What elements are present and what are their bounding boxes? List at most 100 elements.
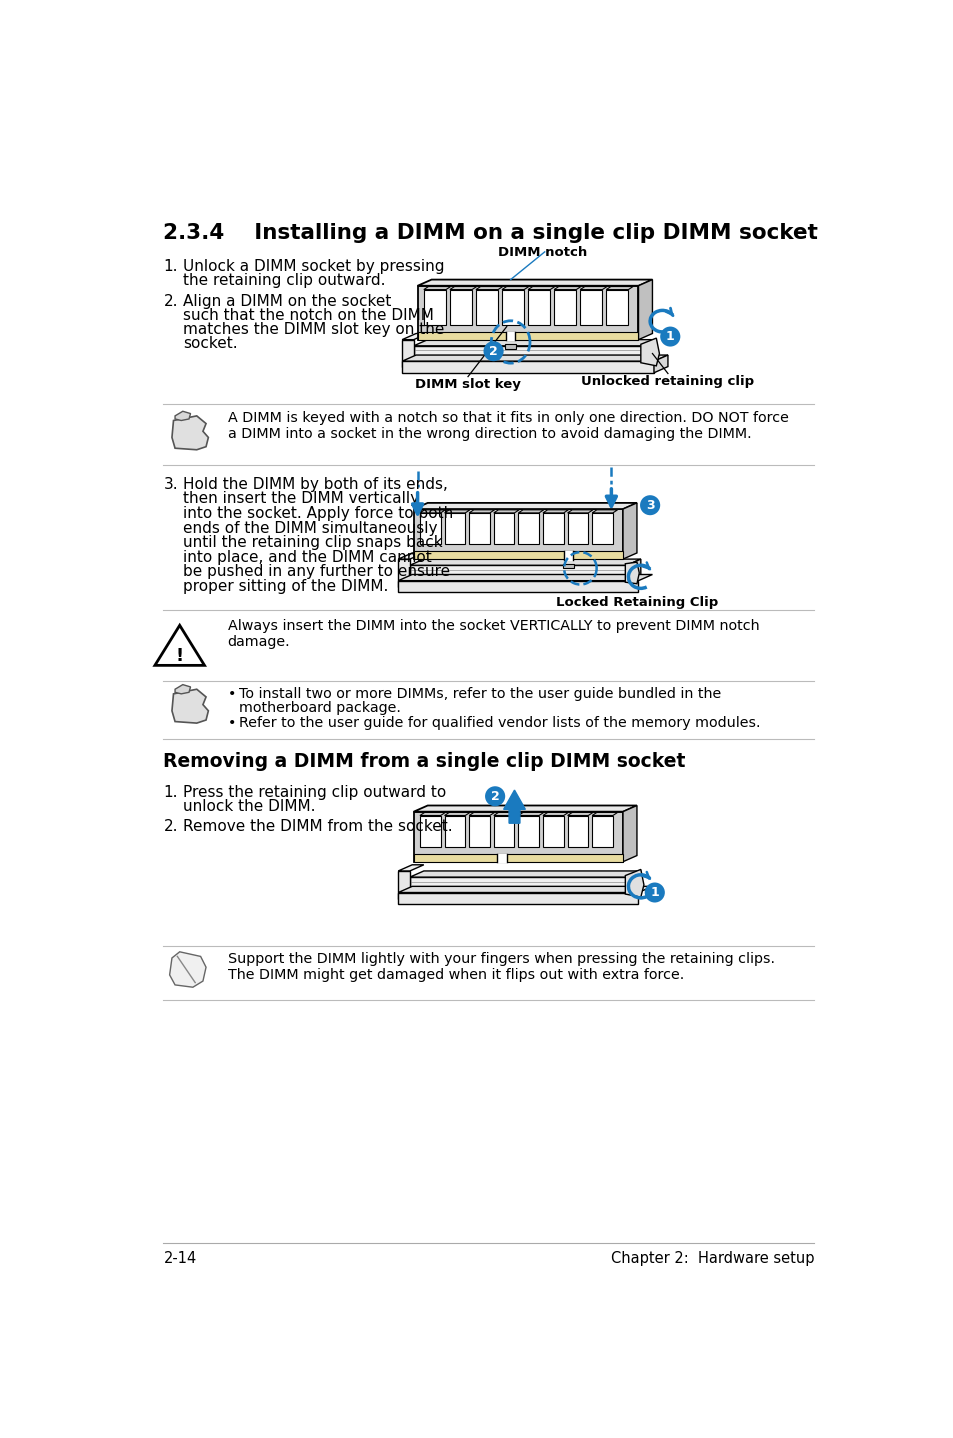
- Polygon shape: [497, 854, 506, 863]
- Text: To install two or more DIMMs, refer to the user guide bundled in the: To install two or more DIMMs, refer to t…: [239, 687, 720, 700]
- Polygon shape: [469, 812, 494, 815]
- Polygon shape: [542, 510, 568, 513]
- Text: 2.: 2.: [163, 295, 178, 309]
- Polygon shape: [579, 286, 606, 289]
- Polygon shape: [397, 871, 410, 899]
- Polygon shape: [641, 339, 656, 361]
- Text: 3: 3: [645, 499, 654, 512]
- Polygon shape: [517, 812, 543, 815]
- Text: 2: 2: [490, 789, 499, 802]
- Polygon shape: [419, 812, 445, 815]
- Polygon shape: [417, 286, 638, 339]
- Polygon shape: [654, 355, 667, 372]
- Text: 2: 2: [489, 345, 497, 358]
- Polygon shape: [397, 575, 652, 581]
- Polygon shape: [542, 513, 563, 545]
- Text: •: •: [228, 687, 236, 700]
- Text: until the retaining clip snaps back: until the retaining clip snaps back: [183, 535, 442, 551]
- Text: Align a DIMM on the socket: Align a DIMM on the socket: [183, 295, 391, 309]
- Text: Refer to the user guide for qualified vendor lists of the memory modules.: Refer to the user guide for qualified ve…: [239, 716, 760, 731]
- Polygon shape: [469, 815, 490, 847]
- Text: A DIMM is keyed with a notch so that it fits in only one direction. DO NOT force: A DIMM is keyed with a notch so that it …: [228, 411, 788, 441]
- Polygon shape: [172, 416, 208, 450]
- Text: into the socket. Apply force to both: into the socket. Apply force to both: [183, 506, 453, 521]
- Polygon shape: [172, 689, 208, 723]
- Text: Unlock a DIMM socket by pressing: Unlock a DIMM socket by pressing: [183, 259, 444, 273]
- Polygon shape: [397, 886, 652, 893]
- Polygon shape: [410, 871, 640, 877]
- Text: Removing a DIMM from a single clip DIMM socket: Removing a DIMM from a single clip DIMM …: [163, 752, 685, 771]
- Polygon shape: [414, 345, 641, 361]
- Text: into place, and the DIMM cannot: into place, and the DIMM cannot: [183, 549, 431, 565]
- Polygon shape: [402, 355, 667, 361]
- Text: Remove the DIMM from the socket.: Remove the DIMM from the socket.: [183, 820, 452, 834]
- Polygon shape: [517, 513, 538, 545]
- Text: 1.: 1.: [163, 259, 178, 273]
- Text: Always insert the DIMM into the socket VERTICALLY to prevent DIMM notch
damage.: Always insert the DIMM into the socket V…: [228, 620, 759, 650]
- Polygon shape: [419, 513, 440, 545]
- Circle shape: [639, 495, 659, 515]
- Polygon shape: [592, 812, 617, 815]
- Text: DIMM notch: DIMM notch: [497, 246, 587, 259]
- Text: Locked Retaining Clip: Locked Retaining Clip: [556, 597, 718, 610]
- Circle shape: [484, 787, 505, 807]
- Polygon shape: [469, 510, 494, 513]
- Text: proper sitting of the DIMM.: proper sitting of the DIMM.: [183, 580, 388, 594]
- Polygon shape: [414, 509, 622, 559]
- Polygon shape: [592, 815, 612, 847]
- Polygon shape: [444, 815, 465, 847]
- Polygon shape: [397, 559, 410, 587]
- Polygon shape: [626, 559, 640, 581]
- Polygon shape: [414, 503, 637, 509]
- Polygon shape: [494, 513, 514, 545]
- Polygon shape: [469, 513, 490, 545]
- Polygon shape: [605, 286, 633, 289]
- Text: be pushed in any further to ensure: be pushed in any further to ensure: [183, 565, 450, 580]
- Polygon shape: [517, 510, 543, 513]
- Polygon shape: [444, 513, 465, 545]
- Polygon shape: [563, 551, 573, 561]
- Polygon shape: [501, 289, 523, 325]
- Polygon shape: [410, 877, 626, 893]
- Polygon shape: [624, 870, 643, 897]
- Polygon shape: [505, 344, 516, 349]
- Polygon shape: [397, 554, 423, 559]
- Polygon shape: [542, 812, 568, 815]
- Polygon shape: [494, 510, 518, 513]
- Polygon shape: [414, 551, 622, 559]
- Text: 1: 1: [665, 331, 674, 344]
- Circle shape: [483, 341, 503, 361]
- Text: the retaining clip outward.: the retaining clip outward.: [183, 273, 385, 288]
- Polygon shape: [444, 510, 470, 513]
- Text: unlock the DIMM.: unlock the DIMM.: [183, 798, 315, 814]
- Text: Press the retaining clip outward to: Press the retaining clip outward to: [183, 785, 446, 800]
- Text: Support the DIMM lightly with your fingers when pressing the retaining clips.
Th: Support the DIMM lightly with your finge…: [228, 952, 774, 982]
- Text: Hold the DIMM by both of its ends,: Hold the DIMM by both of its ends,: [183, 477, 447, 492]
- Text: motherboard package.: motherboard package.: [239, 700, 401, 715]
- Polygon shape: [503, 789, 525, 823]
- Polygon shape: [626, 871, 640, 893]
- Text: !: !: [175, 647, 184, 666]
- Polygon shape: [554, 289, 576, 325]
- Polygon shape: [494, 812, 518, 815]
- Polygon shape: [410, 559, 640, 565]
- Polygon shape: [397, 864, 423, 871]
- Polygon shape: [450, 286, 476, 289]
- Text: Chapter 2:  Hardware setup: Chapter 2: Hardware setup: [610, 1251, 814, 1265]
- Text: Unlocked retaining clip: Unlocked retaining clip: [580, 375, 754, 388]
- Polygon shape: [419, 815, 440, 847]
- Polygon shape: [414, 811, 622, 861]
- Polygon shape: [494, 815, 514, 847]
- Polygon shape: [567, 510, 593, 513]
- Polygon shape: [417, 332, 638, 339]
- Polygon shape: [622, 805, 637, 861]
- Polygon shape: [423, 286, 450, 289]
- Polygon shape: [554, 286, 580, 289]
- Polygon shape: [414, 339, 656, 345]
- Polygon shape: [605, 289, 628, 325]
- Polygon shape: [397, 893, 638, 905]
- Text: socket.: socket.: [183, 336, 237, 351]
- Polygon shape: [592, 510, 617, 513]
- Polygon shape: [517, 815, 538, 847]
- Polygon shape: [414, 854, 622, 861]
